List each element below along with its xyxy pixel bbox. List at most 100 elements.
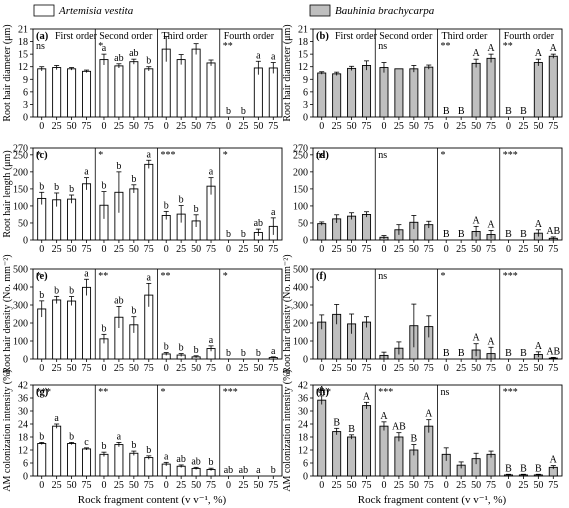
y-tick-label: 270 (293, 144, 308, 155)
order-label: Second order (99, 31, 153, 42)
bar (332, 431, 342, 477)
x-tick-label: 75 (144, 363, 154, 374)
bar (176, 465, 186, 477)
x-tick-label: 75 (362, 363, 372, 374)
significance-letter: A (550, 43, 558, 54)
x-tick-label: 75 (548, 363, 558, 374)
significance-marker: ** (441, 41, 451, 52)
y-tick-label: 500 (13, 265, 28, 276)
significance-letter: b (271, 465, 276, 476)
x-tick-label: 25 (518, 244, 528, 255)
y-tick-label: 500 (293, 265, 308, 276)
x-tick-label: 75 (486, 121, 496, 132)
significance-letter: a (271, 52, 276, 63)
significance-letter: AB (392, 422, 406, 433)
bar (317, 399, 327, 477)
x-tick-label: 0 (506, 244, 511, 255)
y-tick-label: 15 (18, 50, 28, 61)
panel-label: (c) (36, 150, 48, 161)
y-axis-label: Root hair diameter (μm) (2, 24, 13, 121)
bar (67, 443, 77, 477)
significance-letter: B (535, 463, 542, 474)
significance-letter: b (131, 306, 136, 317)
significance-letter: ab (176, 454, 185, 465)
y-tick-label: 30 (298, 407, 308, 418)
bar (161, 463, 171, 477)
y-axis-label: Root hair length (μm) (2, 150, 13, 237)
y-tick-label: 0 (303, 355, 308, 366)
x-tick-label: 0 (381, 121, 386, 132)
significance-letter: A (472, 215, 480, 226)
significance-marker: *** (316, 387, 331, 398)
y-tick-label: 42 (18, 381, 28, 392)
y-tick-label: 9 (23, 75, 28, 86)
bar (206, 62, 216, 118)
x-tick-label: 75 (82, 244, 92, 255)
y-tick-label: 12 (298, 62, 308, 73)
x-tick-label: 25 (176, 244, 186, 255)
x-tick-label: 0 (101, 244, 106, 255)
significance-letter: a (147, 149, 152, 160)
significance-letter: AB (546, 226, 560, 237)
x-tick-label: 50 (471, 244, 481, 255)
x-tick-label: 50 (409, 244, 419, 255)
bar (394, 68, 404, 118)
x-tick-label: 75 (206, 244, 216, 255)
x-tick-label: 0 (39, 244, 44, 255)
y-tick-label: 36 (298, 394, 308, 405)
x-tick-label: 0 (164, 121, 169, 132)
x-tick-label: 50 (129, 121, 139, 132)
x-tick-label: 25 (52, 480, 62, 491)
bar (347, 436, 357, 477)
y-axis-label: Root hair diameter (μm) (282, 24, 293, 121)
y-tick-label: 0 (23, 236, 28, 247)
y-tick-label: 9 (303, 75, 308, 86)
x-tick-label: 0 (319, 244, 324, 255)
significance-letter: b (164, 342, 169, 353)
significance-letter: B (520, 106, 527, 117)
x-tick-label: 0 (164, 480, 169, 491)
x-tick-label: 75 (82, 480, 92, 491)
x-tick-label: 75 (548, 121, 558, 132)
panel-label: (f) (316, 271, 327, 282)
significance-marker: * (98, 41, 103, 52)
significance-letter: b (39, 181, 44, 192)
order-label: First order (55, 31, 98, 42)
significance-marker: ** (223, 41, 233, 52)
x-tick-label: 75 (144, 244, 154, 255)
significance-letter: b (101, 441, 106, 452)
significance-marker: ns (441, 387, 450, 398)
y-tick-label: 30 (18, 407, 28, 418)
x-tick-label: 75 (362, 480, 372, 491)
x-tick-label: 25 (518, 480, 528, 491)
x-tick-label: 25 (518, 363, 528, 374)
y-axis-label: Root hair density (No. mm⁻²) (2, 254, 13, 373)
y-tick-label: 100 (293, 337, 308, 348)
y-tick-label: 6 (303, 87, 308, 98)
significance-letter: AB (546, 346, 560, 357)
x-tick-label: 75 (268, 121, 278, 132)
bar (82, 183, 92, 241)
x-tick-label: 25 (456, 480, 466, 491)
x-tick-label: 75 (206, 121, 216, 132)
bar (362, 65, 372, 118)
y-tick-label: 300 (293, 301, 308, 312)
x-tick-label: 0 (381, 363, 386, 374)
x-tick-label: 75 (548, 244, 558, 255)
significance-letter: b (146, 445, 151, 456)
significance-marker: * (223, 271, 228, 282)
x-tick-label: 50 (129, 363, 139, 374)
x-tick-label: 25 (394, 363, 404, 374)
significance-marker: ns (36, 41, 45, 52)
y-tick-label: 24 (18, 420, 28, 431)
bar (253, 67, 263, 118)
significance-letter: a (164, 451, 169, 462)
x-tick-label: 50 (129, 244, 139, 255)
x-tick-label: 75 (424, 363, 434, 374)
x-tick-label: 50 (347, 480, 357, 491)
significance-letter: b (69, 286, 74, 297)
